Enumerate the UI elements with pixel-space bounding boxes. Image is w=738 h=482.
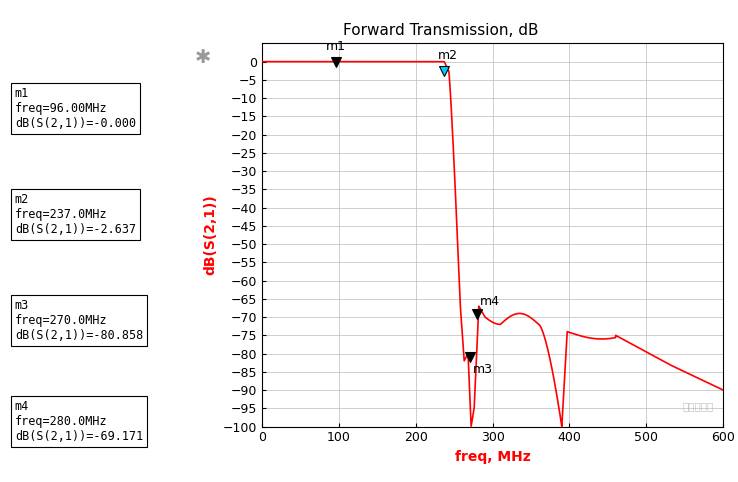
- Text: m1
freq=96.00MHz
dB(S(2,1))=-0.000: m1 freq=96.00MHz dB(S(2,1))=-0.000: [15, 87, 136, 130]
- Text: m3: m3: [472, 362, 493, 375]
- Text: m2: m2: [438, 50, 458, 63]
- X-axis label: freq, MHz: freq, MHz: [455, 450, 531, 464]
- Text: m2
freq=237.0MHz
dB(S(2,1))=-2.637: m2 freq=237.0MHz dB(S(2,1))=-2.637: [15, 193, 136, 236]
- Y-axis label: dB(S(2,1)): dB(S(2,1)): [203, 195, 217, 275]
- Text: m4: m4: [480, 295, 500, 308]
- Text: m4
freq=280.0MHz
dB(S(2,1))=-69.171: m4 freq=280.0MHz dB(S(2,1))=-69.171: [15, 400, 143, 443]
- Text: Forward Transmission, dB: Forward Transmission, dB: [343, 23, 539, 38]
- Text: m1: m1: [325, 40, 346, 53]
- Text: m3
freq=270.0MHz
dB(S(2,1))=-80.858: m3 freq=270.0MHz dB(S(2,1))=-80.858: [15, 299, 143, 342]
- Text: ✱: ✱: [195, 48, 211, 67]
- Text: 嵌入式基地: 嵌入式基地: [683, 401, 714, 411]
